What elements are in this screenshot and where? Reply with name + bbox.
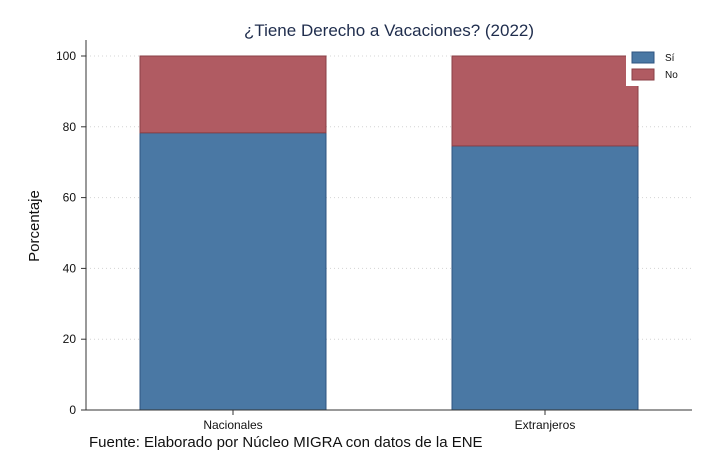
x-ticks: Nacionales Extranjeros: [203, 410, 575, 432]
bars: [139, 55, 639, 411]
legend-label-no: No: [665, 70, 678, 81]
bar-no-1: [451, 55, 639, 147]
legend: Sí No: [626, 48, 692, 86]
y-tick-label: 0: [69, 403, 76, 417]
source-note: Fuente: Elaborado por Núcleo MIGRA con d…: [89, 434, 483, 451]
legend-label-si: Sí: [665, 53, 675, 64]
chart-title: ¿Tiene Derecho a Vacaciones? (2022): [244, 21, 534, 40]
y-tick-label: 40: [63, 261, 77, 275]
bar-si-1: [451, 145, 639, 411]
legend-swatch-si: [631, 51, 655, 64]
y-tick-label: 100: [56, 49, 76, 63]
y-ticks: 0 20 40 60 80 100: [56, 49, 86, 417]
legend-swatch-no: [631, 68, 655, 81]
x-tick-label: Nacionales: [203, 418, 262, 432]
bar-no-0: [139, 55, 327, 134]
y-tick-label: 80: [63, 120, 77, 134]
axes: [85, 40, 692, 411]
y-axis-label: Porcentaje: [26, 190, 43, 262]
y-tick-label: 60: [63, 191, 77, 205]
bar-si-0: [139, 132, 327, 411]
y-tick-label: 20: [63, 332, 77, 346]
x-tick-label: Extranjeros: [515, 418, 576, 432]
